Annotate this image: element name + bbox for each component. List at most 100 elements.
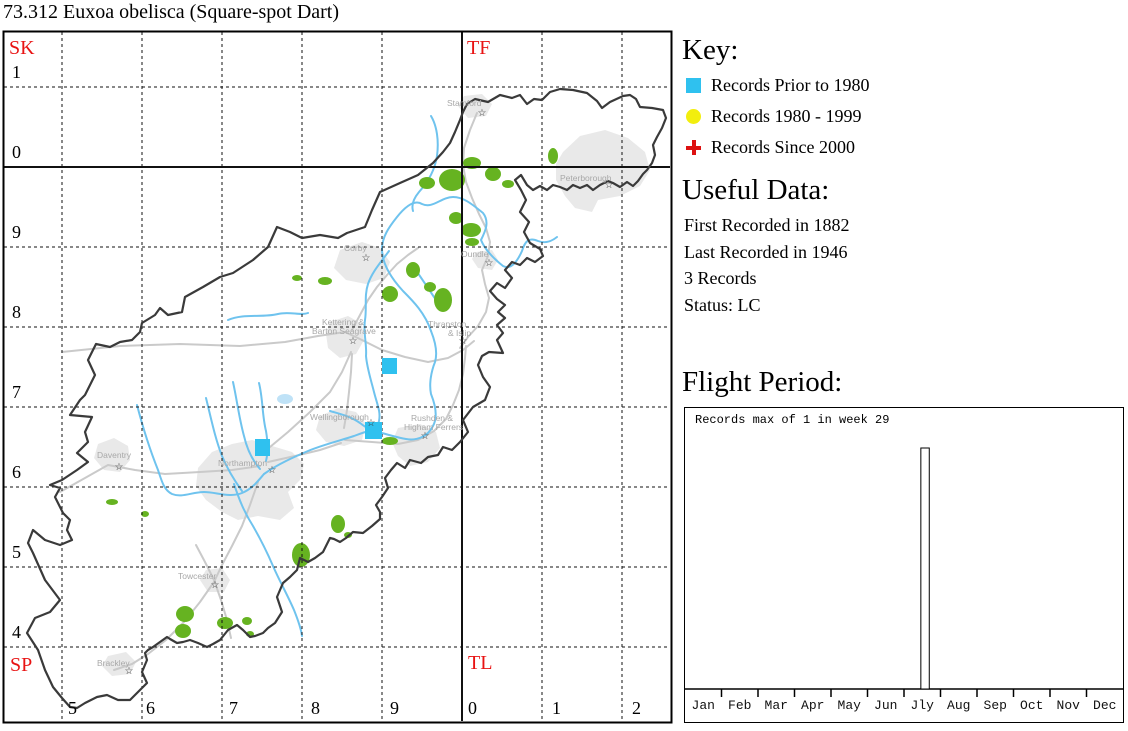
month-label-dec: Dec xyxy=(1093,698,1116,713)
town-star-northampton: ☆ xyxy=(268,465,277,476)
key-item: Records Since 2000 xyxy=(686,132,869,163)
grid-number: 7 xyxy=(12,382,21,402)
town-star-corby: ☆ xyxy=(362,253,371,264)
town-label-daventry: Daventry xyxy=(97,450,132,460)
month-ticks xyxy=(720,689,1088,697)
town-star-daventry: ☆ xyxy=(115,462,124,473)
flight-period-chart: Jan Feb Mar Apr May Jun Jly Aug Sep Oct Nov Dec Rec… xyxy=(684,407,1124,723)
useful-data-line: Status: LC xyxy=(684,294,761,315)
town-labels: ☆Stamford☆Peterborough☆Oundle☆Corby☆Kett… xyxy=(97,98,614,677)
grid-number: 9 xyxy=(390,698,399,718)
grid-number: 1 xyxy=(12,62,21,82)
town-label-stamford: Stamford xyxy=(447,98,482,108)
woodland-patches xyxy=(106,148,558,638)
town-star-oundle: ☆ xyxy=(485,258,494,269)
town-label-brackley: Brackley xyxy=(97,658,130,668)
key-marker-square-icon xyxy=(686,78,701,93)
record-marker-pre-1980 xyxy=(382,358,397,374)
urban-peterborough xyxy=(556,130,650,212)
grid-number: 5 xyxy=(12,542,21,562)
town-label-kettering: Barton Seagrave xyxy=(312,326,376,336)
town-star-thrapston: ☆ xyxy=(459,336,468,347)
town-star-stamford: ☆ xyxy=(478,108,487,119)
month-label-oct: Oct xyxy=(1020,698,1043,713)
town-label-corby: Corby xyxy=(344,243,367,253)
town-label-rushden: Higham Ferrers xyxy=(404,422,463,432)
key-marker-plus-icon xyxy=(686,140,701,155)
useful-data-heading: Useful Data: xyxy=(682,174,830,206)
pitsford-water xyxy=(277,394,293,404)
town-label-peterborough: Peterborough xyxy=(560,173,612,183)
flight-period-heading: Flight Period: xyxy=(682,366,843,398)
month-label-may: May xyxy=(838,698,862,713)
town-star-kettering: ☆ xyxy=(349,336,358,347)
grid-number: 7 xyxy=(229,698,238,718)
grid-number: 1 xyxy=(552,698,561,718)
map-border xyxy=(2,30,673,724)
flight-bars xyxy=(920,447,930,690)
town-label-kettering: Kettering & xyxy=(322,317,364,327)
month-label-jan: Jan xyxy=(692,698,715,713)
grid-lines xyxy=(4,32,670,721)
grid-number: 8 xyxy=(12,302,21,322)
grid-letter-TL: TL xyxy=(468,652,492,674)
key-item: Records Prior to 1980 xyxy=(686,70,869,101)
town-star-peterborough: ☆ xyxy=(605,180,614,191)
record-marker-pre-1980 xyxy=(255,439,270,456)
town-label-wellingborough: Wellingborough xyxy=(310,412,369,422)
key-item-label: Records 1980 - 1999 xyxy=(711,106,862,126)
rivers xyxy=(136,115,558,637)
grid-number: 5 xyxy=(68,698,77,718)
town-label-northampton: Northampton xyxy=(218,458,267,468)
grid-number: 6 xyxy=(12,462,21,482)
town-star-rushden: ☆ xyxy=(421,431,430,442)
town-label-thrapston: & Islip xyxy=(448,328,471,338)
town-label-rushden: Rushden & xyxy=(411,413,453,423)
flight-bar-week-29 xyxy=(920,447,930,690)
grid-square-letters: SK TF SP TL xyxy=(9,37,492,676)
key-item-label: Records Since 2000 xyxy=(711,137,855,157)
grid-number: 0 xyxy=(468,698,477,718)
county-boundary xyxy=(25,87,668,710)
key-legend: Records Prior to 1980 Records 1980 - 1999… xyxy=(686,70,869,163)
distribution-map: ☆Stamford☆Peterborough☆Oundle☆Corby☆Kett… xyxy=(2,30,673,724)
town-star-towcester: ☆ xyxy=(211,580,220,591)
urban-corby xyxy=(334,242,390,284)
record-markers xyxy=(255,358,397,456)
urban-brackley xyxy=(102,652,136,676)
grid-letter-SP: SP xyxy=(10,654,32,676)
useful-data-line: First Recorded in 1882 xyxy=(684,215,850,235)
key-item-label: Records Prior to 1980 xyxy=(711,75,870,95)
key-heading: Key: xyxy=(682,34,739,66)
urban-daventry xyxy=(94,438,130,472)
month-label-aug: Aug xyxy=(947,698,970,713)
month-label-jun: Jun xyxy=(874,698,897,713)
month-label-feb: Feb xyxy=(728,698,751,713)
town-label-towcester: Towcester xyxy=(178,571,216,581)
grid-number: 8 xyxy=(311,698,320,718)
month-label-sep: Sep xyxy=(984,698,1007,713)
flight-period-plot: Jan Feb Mar Apr May Jun Jly Aug Sep Oct Nov Dec xyxy=(685,447,1123,713)
grid-letter-SK: SK xyxy=(9,37,35,59)
key-item: Records 1980 - 1999 xyxy=(686,101,869,132)
record-marker-pre-1980 xyxy=(365,422,382,439)
chart-note: Records max of 1 in week 29 xyxy=(695,413,890,427)
town-star-brackley: ☆ xyxy=(125,666,134,677)
town-label-oundle: Oundle xyxy=(461,249,489,259)
useful-data-line: Last Recorded in 1946 xyxy=(684,241,848,262)
grid-letter-TF: TF xyxy=(467,37,490,59)
grid-number: 0 xyxy=(12,142,21,162)
town-star-wellingborough: ☆ xyxy=(367,418,376,429)
month-label-apr: Apr xyxy=(801,698,824,713)
roads xyxy=(59,112,491,671)
month-labels: Jan Feb Mar Apr May Jun Jly Aug Sep Oct Nov Dec xyxy=(692,698,1117,713)
town-label-thrapston: Thrapston xyxy=(428,319,467,329)
grid-number: 9 xyxy=(12,222,21,242)
month-label-nov: Nov xyxy=(1057,698,1081,713)
key-marker-circle-icon xyxy=(686,109,701,124)
month-label-mar: Mar xyxy=(765,698,788,713)
useful-data-line: 3 Records xyxy=(684,268,757,288)
useful-data-list: First Recorded in 1882 Last Recorded in 1… xyxy=(684,212,849,318)
